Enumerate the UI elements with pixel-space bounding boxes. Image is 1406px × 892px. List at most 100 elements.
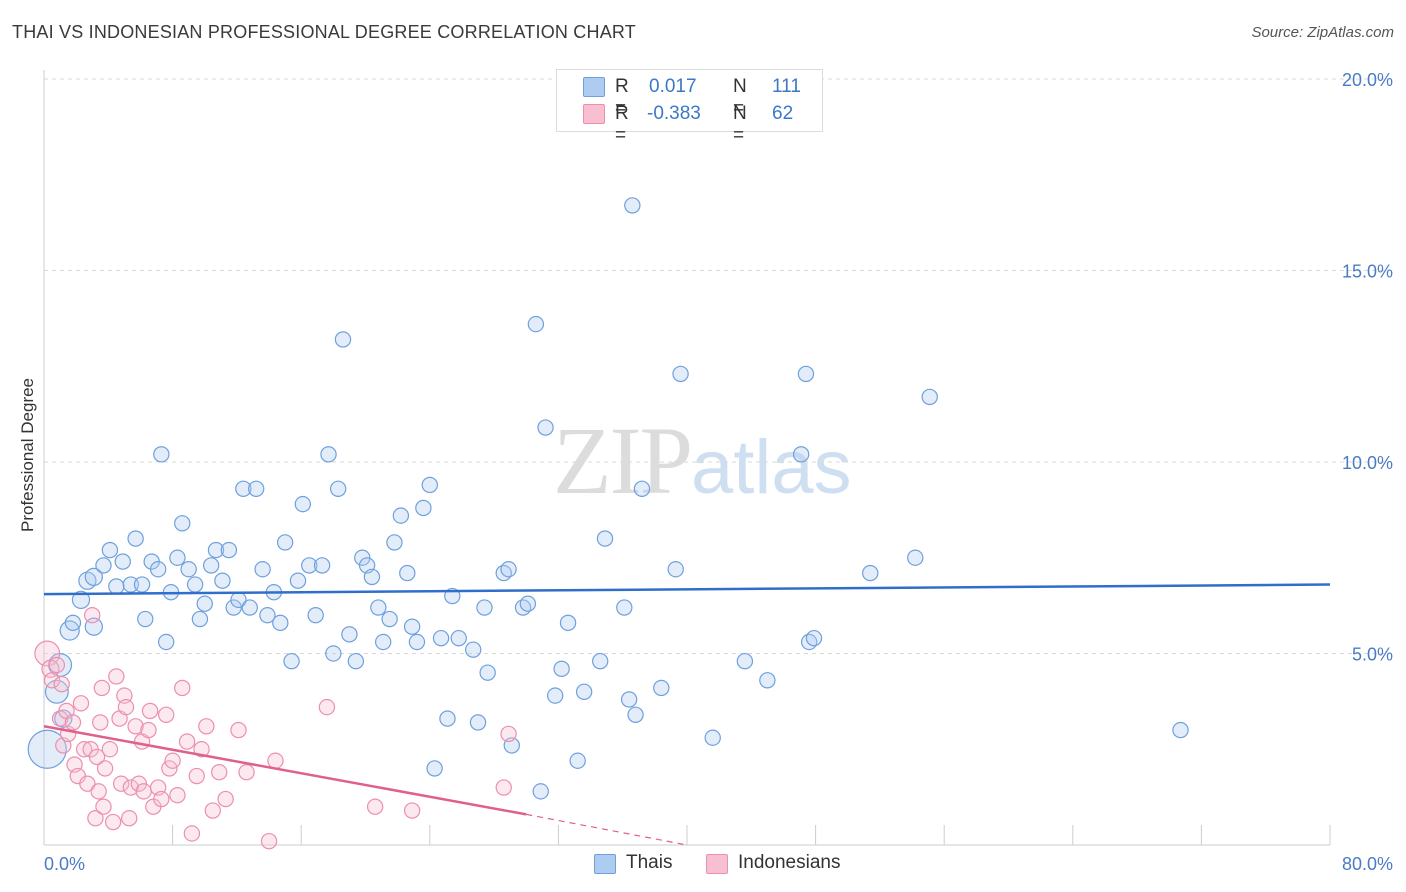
legend-r-value: -0.383 bbox=[647, 103, 701, 124]
thai-point bbox=[27, 729, 67, 769]
indonesian-point bbox=[43, 672, 61, 689]
thai-point bbox=[294, 495, 312, 513]
thai-point bbox=[672, 365, 689, 383]
thai-point bbox=[137, 610, 154, 628]
thai-point bbox=[84, 567, 103, 587]
thai-point bbox=[196, 595, 213, 612]
thai-point bbox=[479, 664, 496, 681]
indonesian-point bbox=[366, 798, 384, 815]
indonesian-point bbox=[117, 698, 135, 716]
legend-n-value: 62 bbox=[772, 103, 794, 124]
thai-point bbox=[532, 783, 549, 800]
watermark-atlas: atlas bbox=[691, 425, 852, 510]
watermark-zip: ZIP bbox=[553, 407, 693, 514]
thai-point bbox=[207, 541, 225, 559]
thai-point bbox=[157, 633, 175, 651]
thai-point bbox=[500, 561, 517, 578]
indonesian-point bbox=[267, 752, 284, 769]
indonesian-point bbox=[403, 802, 421, 819]
thai-point bbox=[241, 599, 258, 616]
thai-point bbox=[272, 614, 289, 632]
indonesian-point bbox=[34, 640, 61, 667]
indonesian-point bbox=[101, 741, 119, 758]
indonesian-point bbox=[174, 679, 191, 697]
y-tick-label: 5.0% bbox=[1352, 645, 1393, 665]
legend-swatch-thais bbox=[583, 77, 605, 97]
indonesian-point bbox=[72, 695, 90, 712]
grid-lines bbox=[44, 78, 1390, 654]
indonesian-point bbox=[108, 668, 125, 685]
y-tick-label: 10.0% bbox=[1342, 453, 1393, 473]
thai-point bbox=[403, 618, 421, 635]
thai-point bbox=[633, 480, 651, 498]
thai-point bbox=[667, 561, 684, 578]
thai-point bbox=[235, 480, 252, 498]
axes bbox=[43, 70, 1331, 846]
thai-point bbox=[792, 446, 810, 463]
thai-point bbox=[805, 629, 823, 647]
thai-point bbox=[169, 549, 186, 566]
thai-point bbox=[153, 446, 170, 463]
series-legend: Thais Indonesians bbox=[0, 852, 1406, 878]
thai-point bbox=[44, 679, 69, 704]
thai-point bbox=[426, 760, 443, 777]
indonesian-point bbox=[88, 748, 106, 766]
indonesian-point bbox=[95, 798, 112, 815]
indonesian-point bbox=[183, 825, 201, 842]
thai-point bbox=[114, 553, 131, 570]
thai-point bbox=[616, 599, 633, 616]
thai-point bbox=[133, 576, 151, 593]
watermark: ZIPatlas bbox=[553, 405, 852, 516]
indonesian-point bbox=[318, 698, 336, 716]
legend-swatch-indonesians bbox=[706, 854, 728, 874]
indonesian-point bbox=[238, 764, 255, 781]
thai-point bbox=[149, 561, 167, 578]
thai-point bbox=[704, 729, 721, 746]
thai-point bbox=[283, 652, 300, 670]
thai-point bbox=[469, 714, 487, 731]
thai-point bbox=[202, 557, 220, 574]
thai-point bbox=[450, 629, 467, 647]
thai-point bbox=[627, 706, 644, 723]
thai-point bbox=[907, 549, 924, 566]
thai-point bbox=[421, 476, 438, 494]
legend-label-indonesians: Indonesians bbox=[738, 852, 841, 873]
indonesian-point bbox=[140, 721, 157, 739]
thais-points bbox=[27, 197, 1189, 800]
thai-point bbox=[108, 578, 125, 595]
indonesian-point bbox=[164, 752, 181, 769]
thai-point bbox=[174, 515, 191, 532]
thai-point bbox=[64, 614, 82, 632]
indonesian-point bbox=[157, 706, 175, 723]
tick-labels: 5.0% 10.0% 15.0% 20.0% 0.0% 80.0% bbox=[44, 70, 1393, 874]
thai-point bbox=[101, 541, 119, 559]
thai-point bbox=[259, 607, 276, 624]
indonesian-point bbox=[495, 779, 512, 796]
indonesian-point bbox=[211, 764, 228, 781]
thai-point bbox=[476, 599, 493, 616]
indonesian-point bbox=[135, 783, 152, 800]
thai-point bbox=[347, 652, 365, 670]
indonesian-point bbox=[104, 813, 122, 831]
thai-point bbox=[591, 652, 609, 670]
thai-point bbox=[527, 315, 545, 333]
indonesian-point bbox=[198, 718, 215, 735]
thai-point bbox=[624, 197, 641, 214]
indonesian-point bbox=[48, 656, 66, 674]
thai-point bbox=[370, 599, 387, 616]
y-tick-label: 15.0% bbox=[1342, 262, 1393, 282]
thai-point bbox=[439, 710, 456, 727]
indonesian-point bbox=[178, 733, 196, 750]
indonesian-point bbox=[96, 760, 114, 777]
indonesian-point bbox=[64, 714, 82, 731]
indonesian-point bbox=[79, 775, 96, 792]
thai-point bbox=[334, 331, 352, 348]
thai-point bbox=[408, 633, 426, 651]
thai-point bbox=[386, 534, 403, 551]
thai-point bbox=[759, 672, 776, 689]
thai-point bbox=[381, 610, 398, 628]
legend-n-label: N = bbox=[733, 103, 747, 146]
legend-swatch-indonesians bbox=[583, 104, 605, 124]
indonesian-point bbox=[204, 802, 221, 819]
thai-point bbox=[127, 530, 144, 547]
